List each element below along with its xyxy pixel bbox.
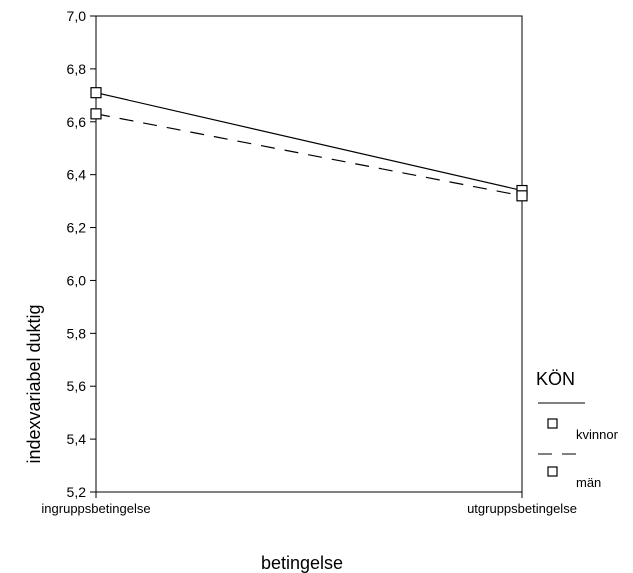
series-line-man (95, 113, 523, 197)
series-markers (90, 87, 528, 202)
y-tick-label: 6,8 (67, 61, 87, 77)
y-tick-label: 5,6 (67, 378, 87, 394)
y-tick-label: 6,6 (67, 114, 87, 130)
data-point-man (516, 190, 528, 202)
legend-label-man: män (576, 475, 601, 490)
data-point-man (90, 108, 102, 120)
x-tick-label: ingruppsbetingelse (41, 501, 150, 516)
y-tick-label: 5,2 (67, 484, 87, 500)
legend-marker-kvinnor (547, 418, 558, 429)
data-point-kvinnor (90, 87, 102, 99)
y-axis-ticks: 5,2 5,4 5,6 5,8 6,0 6,2 6,4 6,6 6,8 7,0 (67, 8, 96, 500)
y-tick-label: 6,4 (67, 167, 87, 183)
y-tick-label: 5,8 (67, 325, 87, 341)
legend-label-kvinnor: kvinnor (576, 427, 619, 442)
series-line-kvinnor (95, 92, 523, 192)
y-tick-label: 7,0 (67, 8, 87, 24)
x-tick-label: utgruppsbetingelse (467, 501, 577, 516)
plot-area-frame (95, 15, 523, 493)
legend-marker-man (547, 466, 558, 477)
series-lines (95, 92, 523, 197)
y-tick-label: 5,4 (67, 431, 87, 447)
y-axis-label: indexvariabel duktig (24, 304, 44, 463)
y-tick-label: 6,0 (67, 272, 87, 288)
legend-title: KÖN (536, 369, 575, 389)
legend: KÖN kvinnor män (536, 369, 619, 490)
x-axis-label: betingelse (261, 553, 343, 573)
x-axis-ticks: ingruppsbetingelse utgruppsbetingelse (41, 492, 577, 516)
y-tick-label: 6,2 (67, 220, 87, 236)
